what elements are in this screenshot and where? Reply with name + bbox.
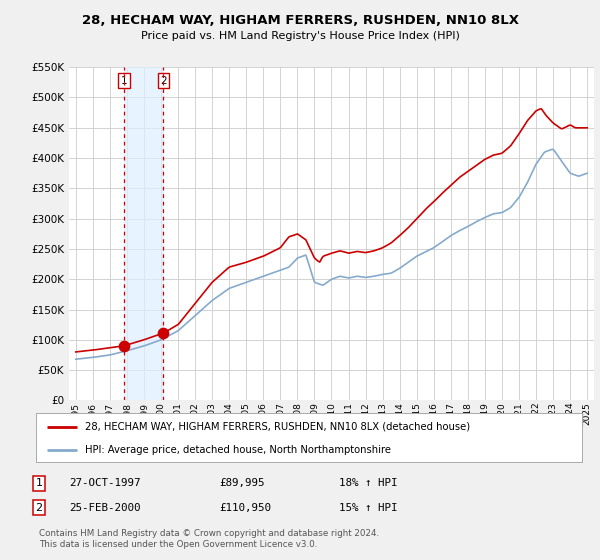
Point	[158, 329, 168, 338]
Text: 2: 2	[160, 76, 167, 86]
Text: 15% ↑ HPI: 15% ↑ HPI	[339, 503, 397, 513]
Text: 27-OCT-1997: 27-OCT-1997	[69, 478, 140, 488]
Text: Contains HM Land Registry data © Crown copyright and database right 2024.
This d: Contains HM Land Registry data © Crown c…	[39, 529, 379, 549]
Text: 1: 1	[35, 478, 43, 488]
Text: 18% ↑ HPI: 18% ↑ HPI	[339, 478, 397, 488]
Text: 2: 2	[35, 503, 43, 513]
Bar	[124, 67, 163, 400]
Text: HPI: Average price, detached house, North Northamptonshire: HPI: Average price, detached house, Nort…	[85, 445, 391, 455]
Text: 25-FEB-2000: 25-FEB-2000	[69, 503, 140, 513]
Text: £89,995: £89,995	[219, 478, 265, 488]
Point	[119, 342, 128, 351]
Text: 28, HECHAM WAY, HIGHAM FERRERS, RUSHDEN, NN10 8LX: 28, HECHAM WAY, HIGHAM FERRERS, RUSHDEN,…	[82, 14, 518, 27]
Text: 1: 1	[121, 76, 127, 86]
Text: £110,950: £110,950	[219, 503, 271, 513]
Text: 28, HECHAM WAY, HIGHAM FERRERS, RUSHDEN, NN10 8LX (detached house): 28, HECHAM WAY, HIGHAM FERRERS, RUSHDEN,…	[85, 422, 470, 432]
Text: Price paid vs. HM Land Registry's House Price Index (HPI): Price paid vs. HM Land Registry's House …	[140, 31, 460, 41]
